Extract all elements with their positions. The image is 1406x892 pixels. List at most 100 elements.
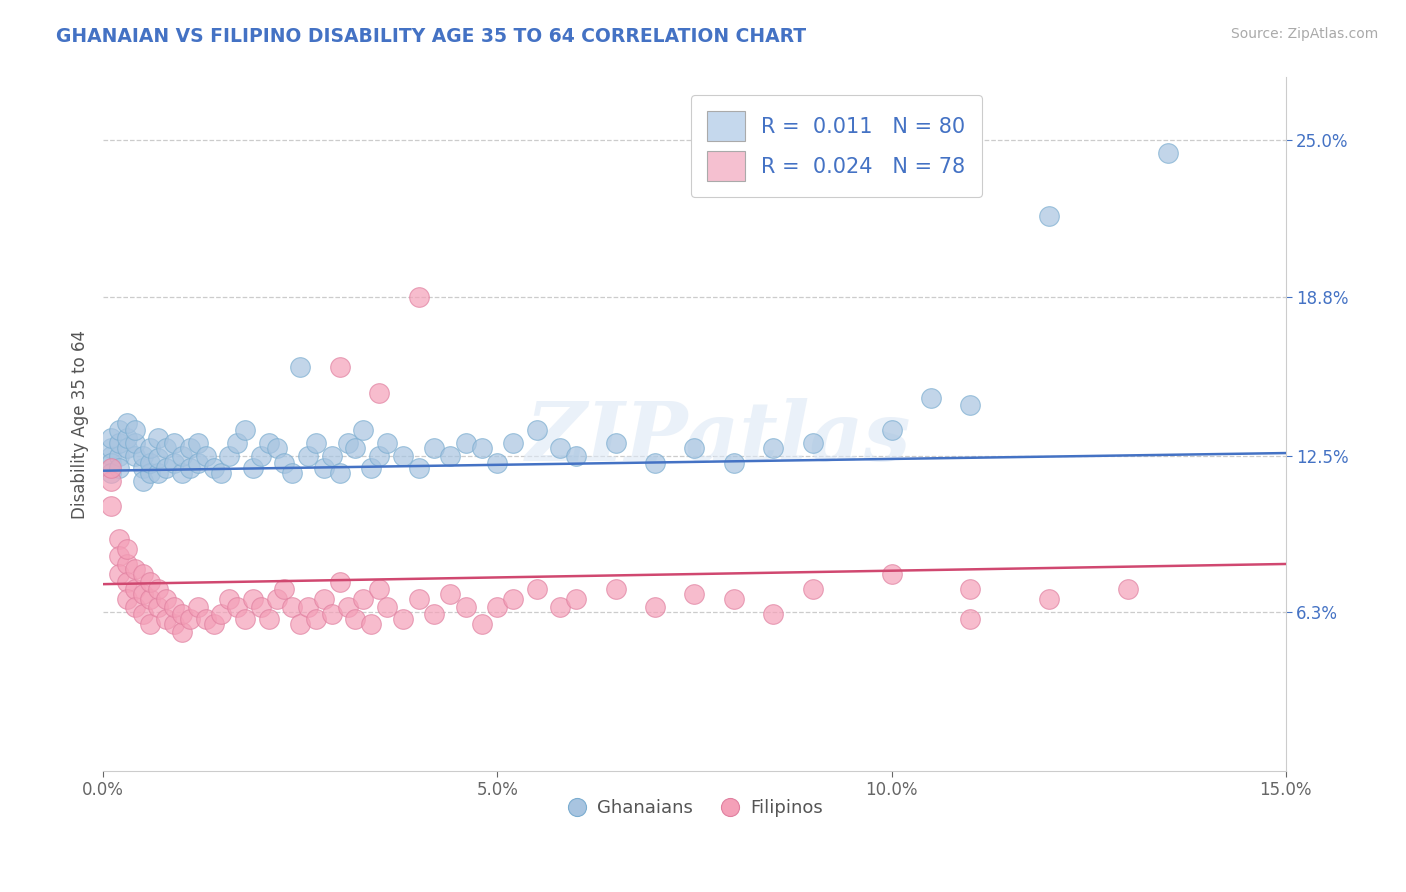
Point (290, 360, 312, 375)
Point (344, 612, 367, 626)
Point (124, 436, 146, 450)
Point (124, 449, 146, 463)
Point (139, 592, 162, 607)
Point (526, 423, 548, 437)
Text: ZIPatlas: ZIPatlas (526, 398, 911, 478)
Point (202, 617, 225, 632)
Point (565, 592, 588, 607)
Point (1156, 146, 1178, 161)
Point (423, 607, 446, 622)
Point (148, 467, 170, 481)
Point (202, 461, 225, 475)
Point (290, 617, 312, 632)
Point (375, 436, 398, 450)
Point (115, 431, 138, 445)
Point (242, 592, 264, 607)
Legend: Ghanaians, Filipinos: Ghanaians, Filipinos (558, 791, 830, 824)
Point (131, 449, 153, 463)
Point (233, 612, 256, 626)
Point (115, 574, 138, 589)
Point (281, 599, 304, 614)
Point (194, 612, 217, 626)
Point (163, 599, 186, 614)
Point (115, 541, 138, 556)
Point (187, 599, 209, 614)
Point (155, 441, 177, 455)
Point (408, 290, 430, 304)
Point (321, 607, 343, 622)
Point (155, 612, 177, 626)
Point (486, 599, 509, 614)
Point (565, 449, 588, 463)
Point (920, 391, 942, 405)
Point (454, 436, 477, 450)
Point (257, 436, 280, 450)
Point (194, 449, 217, 463)
Point (115, 416, 138, 430)
Point (336, 599, 359, 614)
Point (305, 612, 328, 626)
Point (1116, 582, 1139, 597)
Point (321, 449, 343, 463)
Point (250, 599, 273, 614)
Point (439, 587, 461, 601)
Point (762, 607, 785, 622)
Point (163, 617, 186, 632)
Point (605, 582, 627, 597)
Point (131, 587, 153, 601)
Point (550, 441, 572, 455)
Point (170, 449, 193, 463)
Point (336, 436, 359, 450)
Point (368, 449, 391, 463)
Point (550, 599, 572, 614)
Point (959, 398, 981, 412)
Point (880, 567, 903, 582)
Point (1038, 592, 1060, 607)
Point (959, 582, 981, 597)
Point (170, 467, 193, 481)
Point (266, 592, 288, 607)
Point (163, 456, 186, 470)
Point (108, 532, 131, 546)
Point (486, 456, 509, 470)
Point (139, 456, 162, 470)
Point (108, 436, 131, 450)
Point (209, 607, 232, 622)
Point (139, 467, 162, 481)
Point (115, 592, 138, 607)
Point (801, 582, 824, 597)
Y-axis label: Disability Age 35 to 64: Disability Age 35 to 64 (72, 329, 89, 518)
Point (368, 385, 391, 400)
Point (266, 441, 288, 455)
Point (644, 599, 666, 614)
Point (170, 625, 193, 640)
Point (526, 582, 548, 597)
Point (187, 436, 209, 450)
Point (471, 617, 494, 632)
Point (439, 449, 461, 463)
Point (131, 567, 153, 582)
Point (297, 599, 319, 614)
Point (163, 436, 186, 450)
Point (297, 449, 319, 463)
Point (312, 461, 335, 475)
Point (131, 607, 153, 622)
Point (108, 423, 131, 437)
Point (108, 461, 131, 475)
Point (801, 436, 824, 450)
Point (124, 599, 146, 614)
Point (360, 461, 382, 475)
Point (131, 461, 153, 475)
Point (124, 562, 146, 576)
Point (233, 423, 256, 437)
Point (148, 431, 170, 445)
Point (257, 612, 280, 626)
Text: Source: ZipAtlas.com: Source: ZipAtlas.com (1230, 27, 1378, 41)
Point (155, 592, 177, 607)
Point (375, 599, 398, 614)
Point (100, 456, 122, 470)
Point (352, 423, 374, 437)
Point (139, 441, 162, 455)
Point (723, 592, 745, 607)
Point (312, 592, 335, 607)
